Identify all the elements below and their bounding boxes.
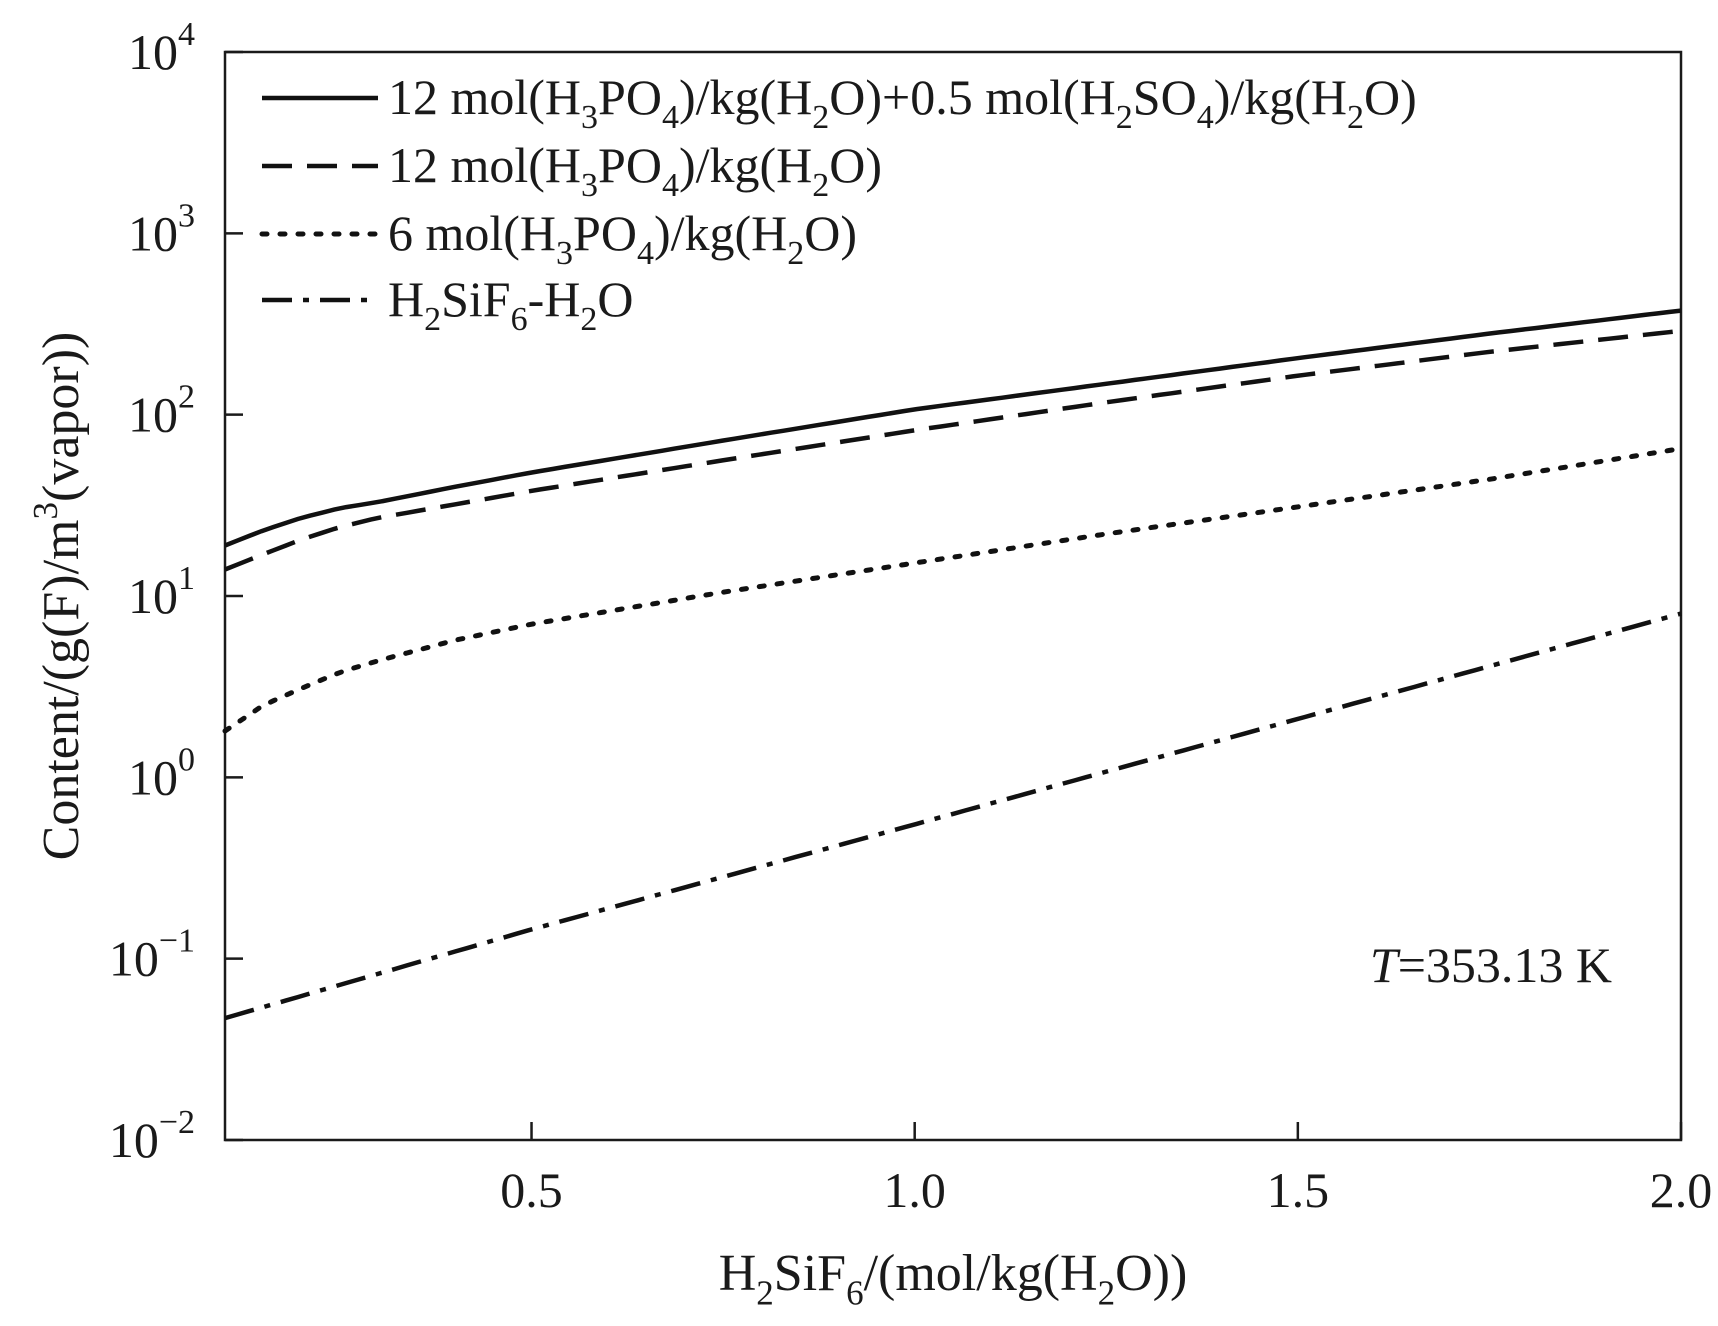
y-tick-label: 102 bbox=[128, 379, 195, 443]
series-line-4 bbox=[224, 611, 1682, 1021]
axis-titles: H2SiF6/(mol/kg(H2O)) Content/(g(F)/m3(vap… bbox=[26, 332, 1187, 1313]
x-axis-title: H2SiF6/(mol/kg(H2O)) bbox=[719, 1245, 1188, 1313]
x-tick-label: 1.0 bbox=[883, 1162, 946, 1218]
legend-label-4: H2SiF6-H2O bbox=[388, 271, 634, 338]
y-axis: 10−2 10−1 100 101 102 103 104 bbox=[109, 16, 243, 1168]
series-line-3 bbox=[222, 446, 1684, 734]
x-tick-label: 0.5 bbox=[500, 1162, 563, 1218]
temperature-annotation: T=353.13 K bbox=[1370, 937, 1612, 993]
x-tick-label: 2.0 bbox=[1650, 1162, 1713, 1218]
y-tick-label: 101 bbox=[128, 560, 195, 624]
legend: 12 mol(H3PO4)/kg(H2O)+0.5 mol(H2SO4)/kg(… bbox=[259, 69, 1417, 338]
temperature-label: T=353.13 K bbox=[1370, 937, 1612, 993]
series-line-1 bbox=[224, 308, 1682, 548]
series-line-2 bbox=[224, 328, 1682, 572]
y-tick-label: 10−2 bbox=[109, 1104, 195, 1168]
series-group bbox=[222, 308, 1684, 1021]
y-tick-label: 10−1 bbox=[109, 923, 195, 987]
y-tick-label: 100 bbox=[128, 741, 195, 805]
y-axis-title: Content/(g(F)/m3(vapor)) bbox=[26, 332, 90, 861]
x-axis: 0.5 1.0 1.5 2.0 bbox=[500, 1122, 1712, 1218]
y-tick-label: 103 bbox=[128, 197, 195, 261]
legend-label-2: 12 mol(H3PO4)/kg(H2O) bbox=[388, 137, 882, 204]
legend-label-1: 12 mol(H3PO4)/kg(H2O)+0.5 mol(H2SO4)/kg(… bbox=[388, 69, 1417, 136]
x-tick-label: 1.5 bbox=[1267, 1162, 1330, 1218]
y-tick-label: 104 bbox=[128, 16, 195, 80]
legend-label-3: 6 mol(H3PO4)/kg(H2O) bbox=[388, 205, 857, 272]
